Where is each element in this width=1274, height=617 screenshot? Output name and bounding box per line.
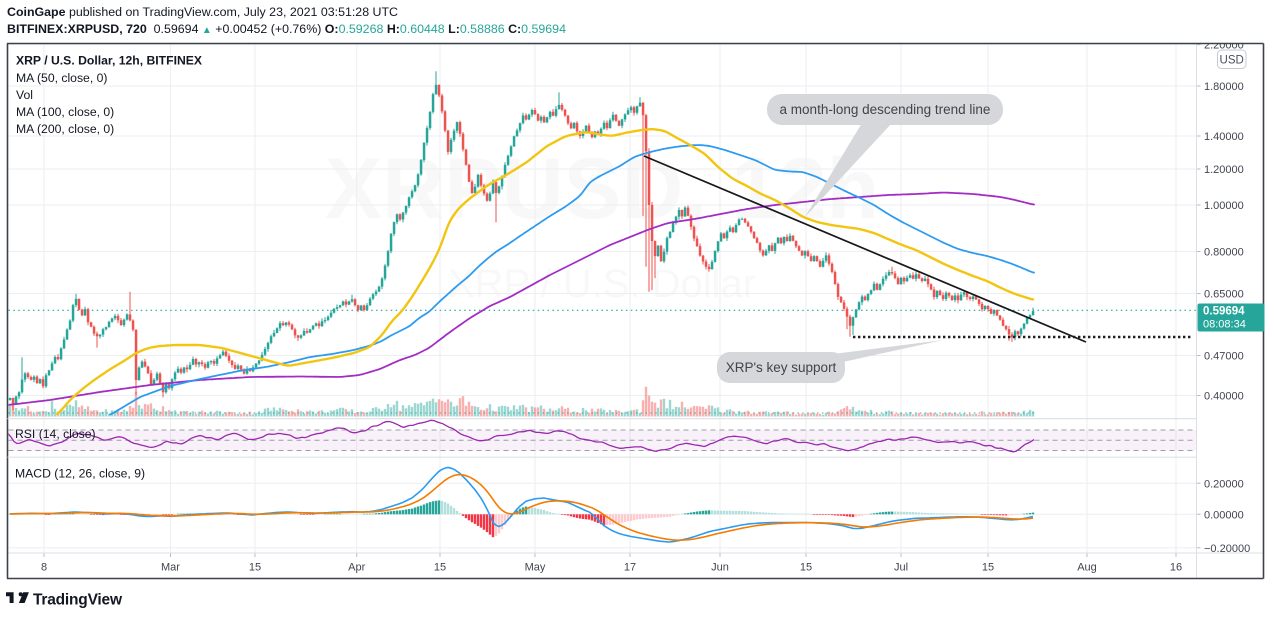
svg-text:15: 15 xyxy=(434,562,446,574)
svg-text:1.40000: 1.40000 xyxy=(1204,131,1244,143)
svg-text:17: 17 xyxy=(624,562,636,574)
svg-text:0.65000: 0.65000 xyxy=(1204,289,1244,301)
svg-text:Vol: Vol xyxy=(16,88,33,102)
svg-text:MA (200, close, 0): MA (200, close, 0) xyxy=(16,122,114,136)
svg-text:Jun: Jun xyxy=(711,562,729,574)
svg-text:Mar: Mar xyxy=(161,562,180,574)
svg-text:8: 8 xyxy=(41,562,47,574)
svg-text:Apr: Apr xyxy=(348,562,365,574)
svg-text:0.00000: 0.00000 xyxy=(1204,509,1244,521)
svg-text:Aug: Aug xyxy=(1077,562,1097,574)
svg-text:1.00000: 1.00000 xyxy=(1204,200,1244,212)
svg-text:−0.20000: −0.20000 xyxy=(1204,543,1250,555)
svg-text:MA (50, close, 0): MA (50, close, 0) xyxy=(16,71,107,85)
svg-text:RSI (14, close): RSI (14, close) xyxy=(15,427,96,441)
svg-text:XRPUSD, 12h: XRPUSD, 12h xyxy=(325,141,879,237)
svg-text:15: 15 xyxy=(800,562,812,574)
svg-text:15: 15 xyxy=(982,562,994,574)
svg-text:MA (100, close, 0): MA (100, close, 0) xyxy=(16,105,114,119)
svg-text:08:08:34: 08:08:34 xyxy=(1203,319,1246,331)
svg-text:MACD (12, 26, close, 9): MACD (12, 26, close, 9) xyxy=(15,467,145,481)
svg-text:16: 16 xyxy=(1170,562,1182,574)
svg-text:0.80000: 0.80000 xyxy=(1204,247,1244,259)
svg-text:USD: USD xyxy=(1220,55,1244,67)
svg-text:1.80000: 1.80000 xyxy=(1204,81,1244,93)
svg-text:a month-long descending trend: a month-long descending trend line xyxy=(780,102,991,117)
svg-text:XRP / U.S. Dollar, 12h, BITFIN: XRP / U.S. Dollar, 12h, BITFINEX xyxy=(16,54,203,68)
svg-text:1.20000: 1.20000 xyxy=(1204,164,1244,176)
svg-text:Jul: Jul xyxy=(894,562,908,574)
svg-text:0.20000: 0.20000 xyxy=(1204,478,1244,490)
svg-text:XRP's key support: XRP's key support xyxy=(726,360,837,375)
svg-text:2.20000: 2.20000 xyxy=(1204,40,1244,52)
svg-text:May: May xyxy=(525,562,546,574)
svg-text:TradingView: TradingView xyxy=(33,592,123,609)
svg-text:0.47000: 0.47000 xyxy=(1204,351,1244,363)
svg-text:0.40000: 0.40000 xyxy=(1204,391,1244,403)
svg-text:0.59694: 0.59694 xyxy=(1203,306,1245,318)
svg-text:15: 15 xyxy=(249,562,261,574)
